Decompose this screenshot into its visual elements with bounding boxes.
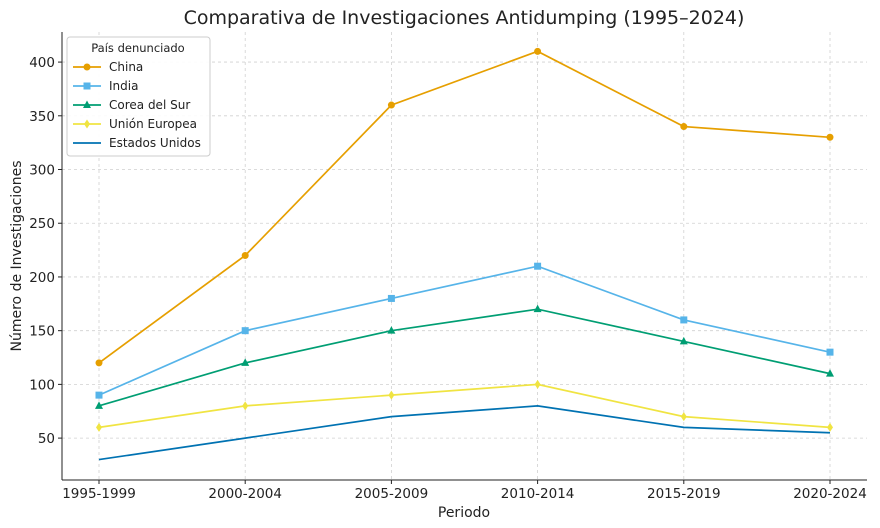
data-point-china <box>95 359 103 367</box>
x-tick-label: 2010-2014 <box>501 486 575 502</box>
legend: País denunciado China India Corea del Sur U… <box>66 36 211 157</box>
x-tick-label: 2015-2019 <box>647 486 721 502</box>
legend-marker-india <box>83 82 91 90</box>
data-point-india <box>95 391 103 399</box>
data-point-corea-del-sur <box>679 336 688 345</box>
data-point-union-europea <box>827 422 833 432</box>
data-point-india <box>241 327 249 335</box>
legend-label-china: China <box>109 60 143 74</box>
data-point-china <box>241 251 249 259</box>
y-tick-label: 200 <box>29 270 55 286</box>
data-point-union-europea <box>388 390 395 400</box>
legend-title: País denunciado <box>91 41 184 55</box>
data-point-china <box>534 47 542 55</box>
x-axis-label: Periodo <box>438 505 490 521</box>
data-point-china <box>680 123 688 131</box>
x-tick-label: 1995-1999 <box>62 486 136 502</box>
data-point-india <box>534 262 542 270</box>
x-tick-label: 2005-2009 <box>355 486 429 502</box>
data-point-corea-del-sur <box>533 304 542 313</box>
data-point-union-europea <box>242 401 249 411</box>
data-point-union-europea <box>534 379 541 389</box>
data-point-china <box>387 101 395 109</box>
y-tick-label: 250 <box>29 216 55 232</box>
legend-label-union-europea: Unión Europea <box>109 117 197 131</box>
data-point-corea-del-sur <box>826 369 834 377</box>
x-tick-label: 2000-2004 <box>208 486 282 502</box>
legend-label-india: India <box>109 79 138 93</box>
y-tick-label: 400 <box>29 55 55 71</box>
y-axis-label: Número de Investigaciones <box>9 161 25 352</box>
data-point-china <box>826 133 834 141</box>
data-point-union-europea <box>680 412 687 422</box>
legend-marker-corea-del-sur <box>83 100 91 108</box>
y-tick-label: 50 <box>38 431 55 447</box>
data-point-india <box>387 294 395 302</box>
ticks: 1995-1999 2000-2004 2005-2009 2010-2014 2015… <box>29 55 867 502</box>
data-point-india <box>680 316 688 324</box>
y-tick-label: 150 <box>29 324 55 340</box>
data-point-corea-del-sur <box>387 326 396 334</box>
data-point-union-europea <box>96 422 102 432</box>
data-point-corea-del-sur <box>95 401 103 409</box>
legend-box <box>66 36 211 157</box>
series-group <box>95 47 834 461</box>
chart-title: Comparativa de Investigaciones Antidumpi… <box>184 7 745 29</box>
y-tick-label: 300 <box>29 163 55 179</box>
legend-label-corea-del-sur: Corea del Sur <box>109 98 190 112</box>
data-point-corea-del-sur <box>241 358 250 366</box>
data-point-india <box>826 348 834 356</box>
x-tick-label: 2020-2024 <box>793 486 867 502</box>
legend-marker-china <box>83 63 91 71</box>
legend-marker-union-europea <box>84 119 90 129</box>
y-tick-label: 350 <box>29 109 55 125</box>
series-line-india <box>98 265 831 396</box>
series-line-union-europea <box>98 383 831 429</box>
series-line-corea-del-sur <box>98 308 831 407</box>
y-tick-label: 100 <box>29 377 55 393</box>
series-line-china <box>98 50 831 364</box>
series-line-estados-unidos <box>98 405 831 461</box>
legend-label-estados-unidos: Estados Unidos <box>109 136 201 150</box>
